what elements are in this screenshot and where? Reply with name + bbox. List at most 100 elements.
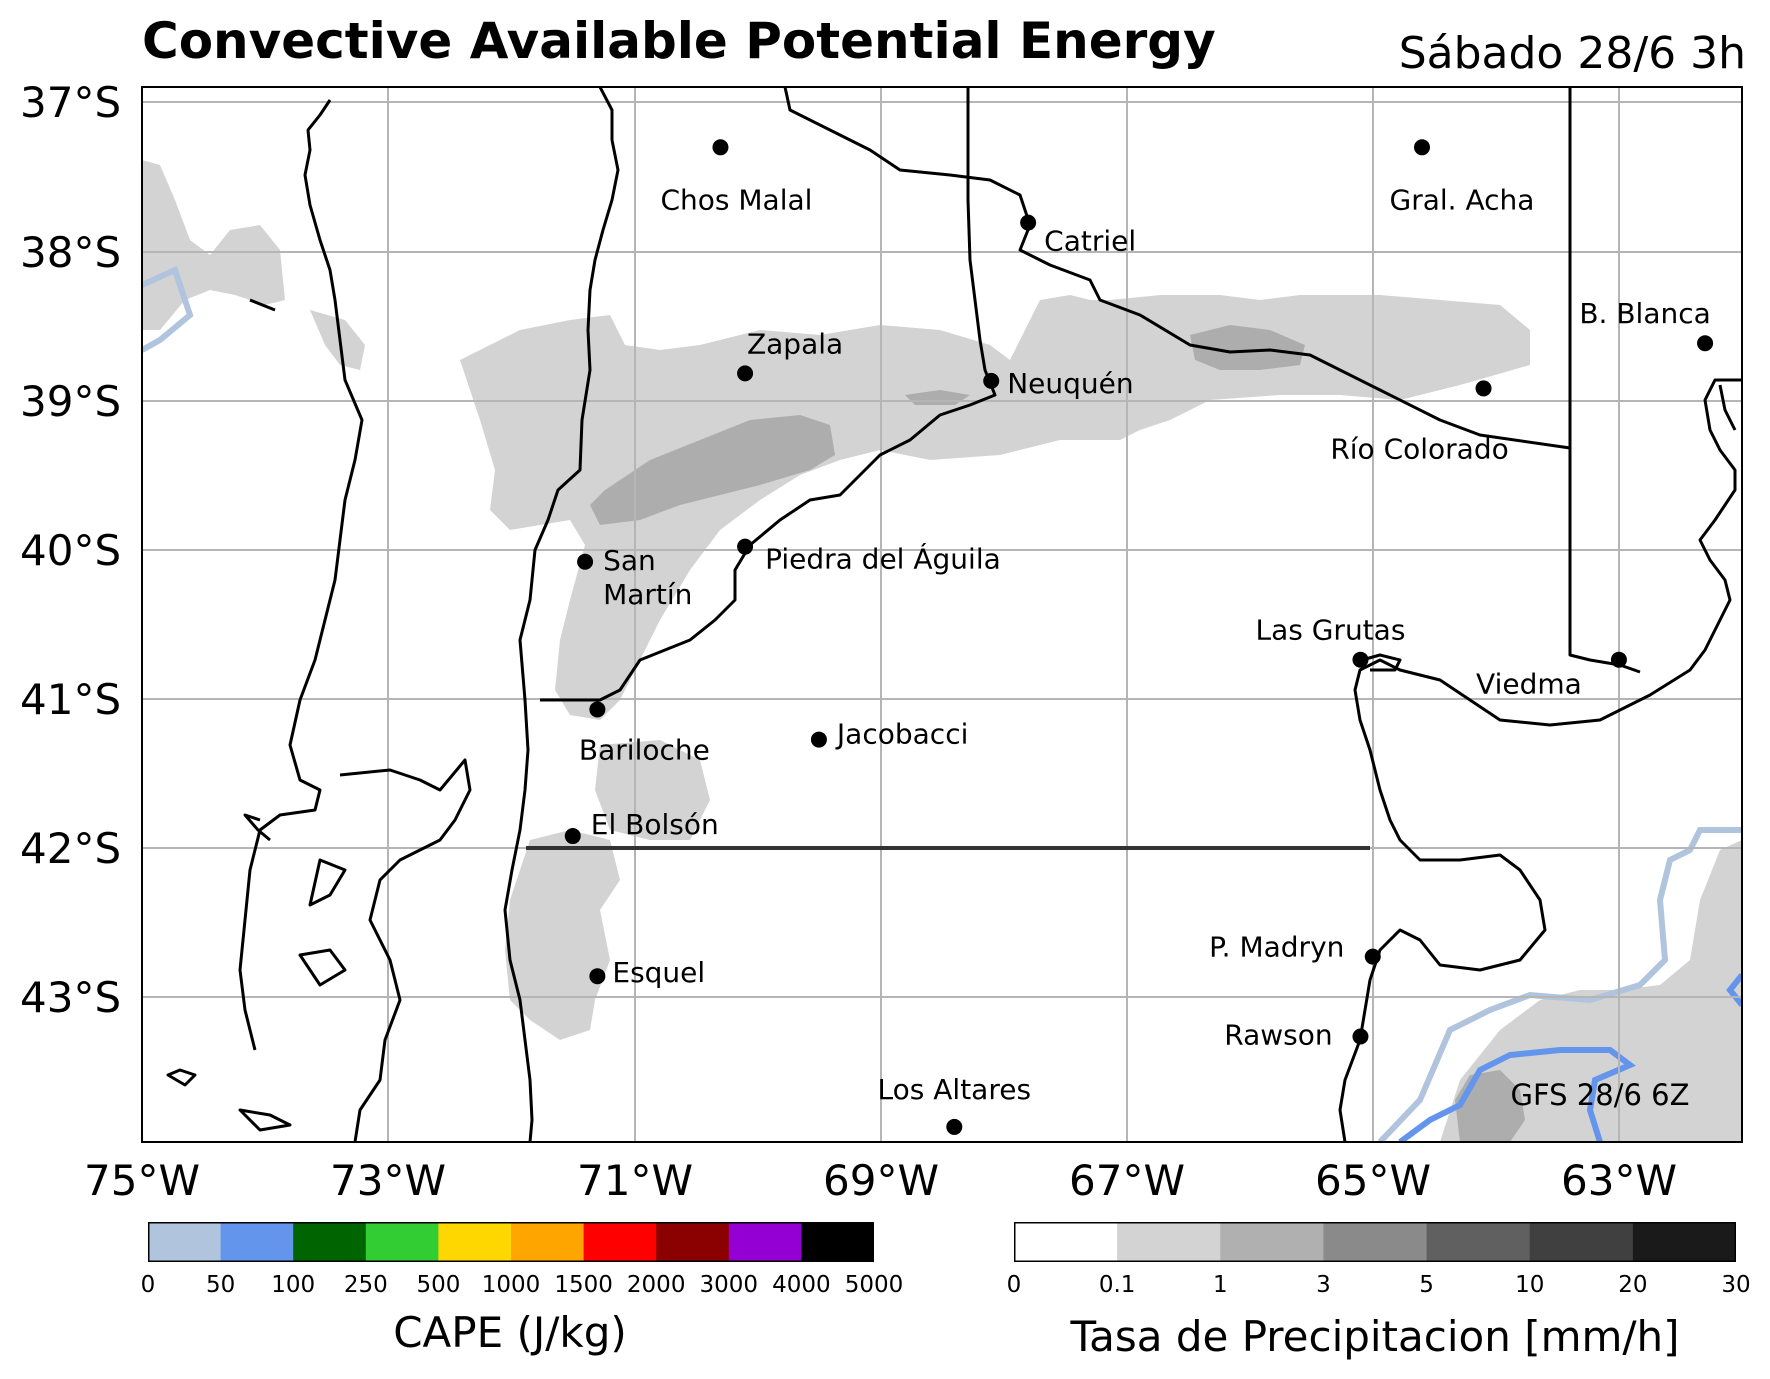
colorbar-tick-label: 1500 — [554, 1272, 613, 1298]
map-layers: Chos Malal Gral. Acha Catriel B. Blanca Zapa… — [142, 87, 1742, 1142]
colorbar-swatch — [148, 1223, 222, 1261]
colorbar-tick-label: 20 — [1618, 1272, 1648, 1298]
city-marker — [983, 372, 1000, 389]
cape-colorbar-title: CAPE (J/kg) — [393, 1308, 627, 1357]
city-label: Chos Malal — [660, 183, 812, 216]
precip-colorbar — [1014, 1222, 1736, 1262]
lat-label-38: 38°S — [20, 228, 122, 277]
colorbar-swatch — [293, 1223, 367, 1261]
city-marker — [1352, 1028, 1369, 1045]
city-marker — [946, 1118, 963, 1135]
lon-label-63: 63°W — [1561, 1156, 1677, 1205]
lat-label-42: 42°S — [20, 824, 122, 873]
city-label: Bariloche — [579, 733, 710, 766]
city-label: Piedra del Águila — [765, 542, 1001, 576]
colorbar-tick-label: 0 — [140, 1272, 156, 1298]
colorbar-swatch — [1014, 1223, 1118, 1261]
lon-label-65: 65°W — [1315, 1156, 1431, 1205]
colorbar-swatch — [1529, 1223, 1634, 1261]
city-label: Jacobacci — [835, 718, 968, 751]
colorbar-swatch — [1220, 1223, 1324, 1261]
city-marker — [737, 365, 754, 382]
colorbar-tick-label: 250 — [343, 1272, 388, 1298]
colorbar-swatch — [511, 1223, 585, 1261]
city-label: Las Grutas — [1255, 614, 1405, 647]
city-marker — [737, 538, 754, 555]
colorbar-tick-label: 10 — [1515, 1272, 1545, 1298]
map-title: Convective Available Potential Energy — [142, 12, 1216, 70]
lon-label-69: 69°W — [823, 1156, 939, 1205]
lat-label-43: 43°S — [20, 973, 122, 1022]
colorbar-tick-label: 5000 — [844, 1272, 904, 1298]
lat-label-39: 39°S — [20, 377, 122, 426]
precip-colorbar-title: Tasa de Precipitacion [mm/h] — [1070, 1312, 1680, 1361]
model-run-label: GFS 28/6 6Z — [1511, 1078, 1690, 1112]
colorbar-tick-label: 3000 — [699, 1272, 759, 1298]
city-label: Los Altares — [878, 1073, 1032, 1106]
colorbar-swatch — [1426, 1223, 1531, 1261]
map-subtitle: Sábado 28/6 3h — [1398, 28, 1746, 79]
colorbar-tick-label: 50 — [205, 1272, 236, 1298]
city-label: Rawson — [1224, 1019, 1332, 1052]
city-marker — [1414, 139, 1430, 156]
city-label: Catriel — [1044, 225, 1136, 258]
colorbar-swatch — [728, 1223, 802, 1261]
lat-label-41: 41°S — [20, 675, 122, 724]
city-label: Neuquén — [1007, 367, 1133, 400]
cities-layer: Chos Malal Gral. Acha Catriel B. Blanca Zapa… — [564, 139, 1714, 1135]
lon-label-73: 73°W — [330, 1156, 446, 1205]
city-marker — [577, 553, 594, 570]
colorbar-tick-label: 2000 — [626, 1272, 686, 1298]
city-marker — [564, 828, 581, 845]
city-marker — [1020, 214, 1037, 231]
lat-label-40: 40°S — [20, 526, 122, 575]
graticule — [142, 87, 1742, 1142]
colorbar-swatch — [1323, 1223, 1428, 1261]
colorbar-tick-label: 1 — [1212, 1272, 1228, 1298]
city-marker — [712, 139, 729, 156]
colorbar-tick-label: 3 — [1316, 1272, 1331, 1298]
city-label: B. Blanca — [1579, 297, 1710, 330]
city-label: P. Madryn — [1209, 931, 1344, 964]
city-label: San Martín — [603, 544, 692, 611]
city-label: Viedma — [1476, 668, 1582, 701]
colorbar-swatch — [220, 1223, 294, 1261]
city-marker — [1610, 651, 1627, 668]
colorbar-tick-label: 4000 — [772, 1272, 831, 1298]
cape-contours — [142, 265, 1742, 1142]
colorbar-tick-label: 5 — [1419, 1272, 1434, 1298]
colorbar-swatch — [1117, 1223, 1221, 1261]
colorbar-swatch — [438, 1223, 512, 1261]
precip-light-layer — [142, 160, 1742, 1142]
city-marker — [1697, 335, 1714, 352]
colorbar-swatch — [583, 1223, 657, 1261]
map-frame — [141, 86, 1743, 1143]
city-label: Zapala — [747, 327, 843, 360]
city-label: Gral. Acha — [1390, 183, 1535, 216]
city-marker — [810, 731, 827, 748]
colorbar-tick-label: 100 — [271, 1272, 316, 1298]
city-label: El Bolsón — [591, 808, 719, 841]
colorbar-swatch — [801, 1223, 874, 1261]
colorbar-tick-label: 1000 — [481, 1272, 541, 1298]
colorbar-swatch — [656, 1223, 730, 1261]
lon-label-75: 75°W — [84, 1156, 200, 1205]
lon-label-71: 71°W — [577, 1156, 693, 1205]
borders-coastlines — [166, 87, 1742, 1142]
city-label: Río Colorado — [1330, 432, 1508, 465]
lon-label-67: 67°W — [1069, 1156, 1185, 1205]
city-marker — [1352, 651, 1369, 668]
city-label: Esquel — [612, 956, 705, 989]
colorbar-tick-label: 0 — [1006, 1272, 1022, 1298]
lat-label-37: 37°S — [20, 78, 122, 127]
city-marker — [589, 968, 606, 985]
city-marker — [589, 701, 606, 718]
colorbar-swatch — [1632, 1223, 1736, 1261]
cape-colorbar — [148, 1222, 874, 1262]
colorbar-swatch — [365, 1223, 439, 1261]
colorbar-tick-label: 0.1 — [1098, 1272, 1136, 1298]
city-marker — [1364, 948, 1381, 965]
city-marker — [1475, 380, 1492, 397]
colorbar-tick-label: 500 — [416, 1272, 461, 1298]
